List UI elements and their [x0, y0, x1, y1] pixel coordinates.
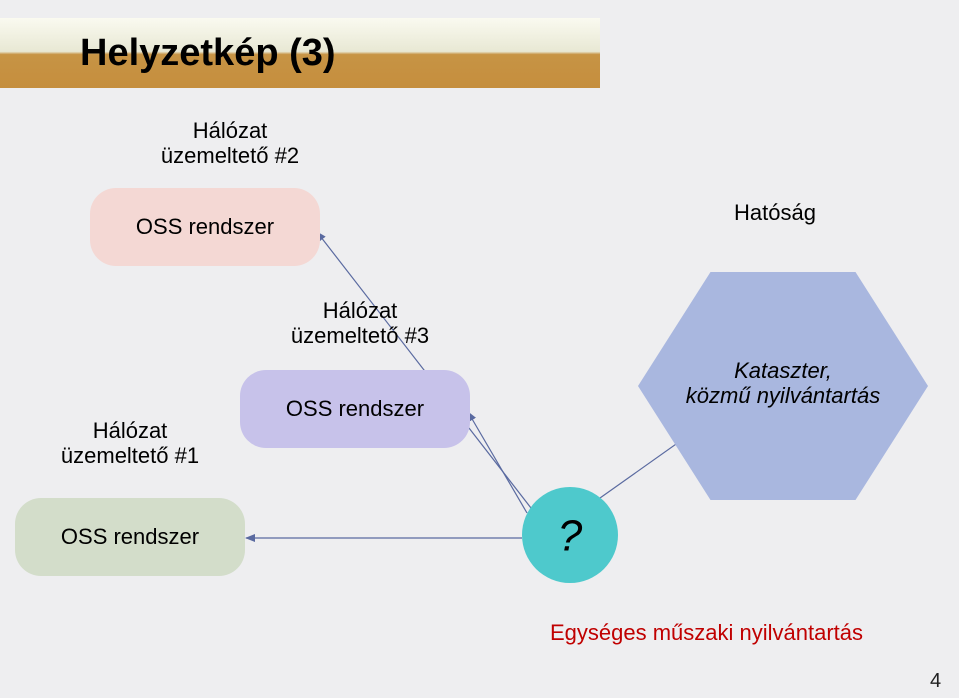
oss-node-2: OSS rendszer: [90, 188, 320, 266]
unified-registry-text: Egységes műszaki nyilvántartás: [550, 620, 863, 645]
operator-1-line2: üzemeltető #1: [61, 443, 199, 468]
operator-2-line1: Hálózat: [193, 118, 268, 143]
operator-3-line1: Hálózat: [323, 298, 398, 323]
operator-3-line2: üzemeltető #3: [291, 323, 429, 348]
operator-2-label: Hálózat üzemeltető #2: [150, 118, 310, 169]
operator-1-line1: Hálózat: [93, 418, 168, 443]
oss-node-3: OSS rendszer: [240, 370, 470, 448]
page-number: 4: [930, 670, 941, 693]
question-mark-icon: ?: [558, 511, 583, 560]
slide-title: Helyzetkép (3): [80, 32, 336, 75]
operator-2-line2: üzemeltető #2: [161, 143, 299, 168]
cadastre-line2: közmű nyilvántartás: [686, 383, 880, 408]
authority-text: Hatóság: [734, 200, 816, 225]
unified-registry-label: Egységes műszaki nyilvántartás: [550, 620, 863, 646]
oss-node-1-text: OSS rendszer: [61, 524, 199, 550]
authority-label: Hatóság: [715, 200, 835, 225]
cadastre-label: Kataszter, közmű nyilvántartás: [638, 358, 928, 409]
page-number-text: 4: [930, 670, 941, 692]
cadastre-line1: Kataszter,: [734, 358, 832, 383]
oss-node-1: OSS rendszer: [15, 498, 245, 576]
operator-3-label: Hálózat üzemeltető #3: [280, 298, 440, 349]
operator-1-label: Hálózat üzemeltető #1: [50, 418, 210, 469]
oss-node-3-text: OSS rendszer: [286, 396, 424, 422]
title-box: Helyzetkép (3): [0, 18, 600, 88]
oss-node-2-text: OSS rendszer: [136, 214, 274, 240]
diagram-svg: ?: [0, 0, 959, 698]
